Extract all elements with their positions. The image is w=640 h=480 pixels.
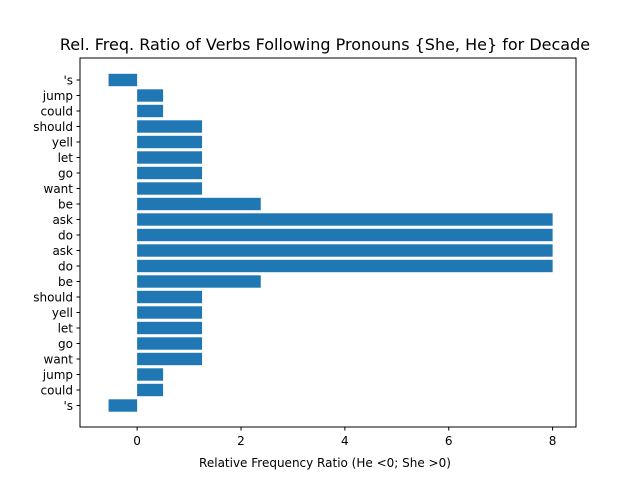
bar-9 [137, 213, 553, 226]
x-tick-label: 6 [445, 434, 453, 448]
y-tick-label: yell [52, 306, 73, 320]
y-tick-label: do [58, 259, 73, 273]
y-tick-label: should [33, 290, 73, 304]
y-tick-label: do [58, 228, 73, 242]
y-axis-ticks: 'sjumpcouldshouldyellletgowantbeaskdoask… [33, 73, 80, 413]
y-tick-label: ask [52, 213, 73, 227]
bar-8 [137, 197, 261, 211]
y-tick-label: go [58, 166, 73, 180]
y-tick-label: want [44, 352, 74, 366]
bar-0 [108, 73, 138, 87]
y-tick-label: should [33, 120, 73, 134]
bar-21 [108, 399, 138, 412]
bar-19 [137, 368, 164, 381]
y-tick-label: let [58, 321, 74, 335]
bar-16 [137, 321, 203, 335]
y-tick-label: be [58, 197, 73, 211]
bar-10 [137, 228, 553, 242]
bar-18 [137, 352, 203, 366]
x-tick-label: 4 [341, 434, 349, 448]
y-tick-label: be [58, 275, 73, 289]
bar-20 [137, 383, 164, 397]
bar-14 [137, 290, 203, 304]
bar-17 [137, 337, 203, 350]
bar-15 [137, 306, 203, 319]
y-tick-label: 's [63, 73, 73, 87]
y-tick-label: could [41, 104, 74, 118]
bars-group [108, 73, 553, 412]
y-tick-label: jump [42, 368, 73, 382]
x-axis-label: Relative Frequency Ratio (He <0; She >0) [199, 456, 451, 470]
bar-2 [137, 104, 164, 118]
y-tick-label: could [41, 383, 74, 397]
y-tick-label: 's [63, 399, 73, 413]
y-tick-label: let [58, 151, 74, 165]
x-tick-label: 8 [549, 434, 557, 448]
bar-4 [137, 135, 203, 149]
x-tick-label: 0 [133, 434, 141, 448]
x-axis-ticks: 0 2 4 6 8 [133, 427, 556, 448]
bar-3 [137, 120, 203, 133]
y-tick-label: want [44, 182, 74, 196]
y-tick-label: go [58, 337, 73, 351]
bar-12 [137, 259, 553, 273]
bar-5 [137, 151, 203, 164]
y-tick-label: yell [52, 135, 73, 149]
bar-1 [137, 89, 164, 102]
bar-6 [137, 166, 203, 180]
plot-frame [79, 57, 577, 428]
y-tick-label: ask [52, 244, 73, 258]
bar-13 [137, 275, 261, 288]
bar-11 [137, 244, 553, 257]
bar-7 [137, 182, 203, 195]
chart-title: Rel. Freq. Ratio of Verbs Following Pron… [60, 35, 590, 54]
y-tick-label: jump [42, 89, 73, 103]
x-tick-label: 2 [237, 434, 245, 448]
